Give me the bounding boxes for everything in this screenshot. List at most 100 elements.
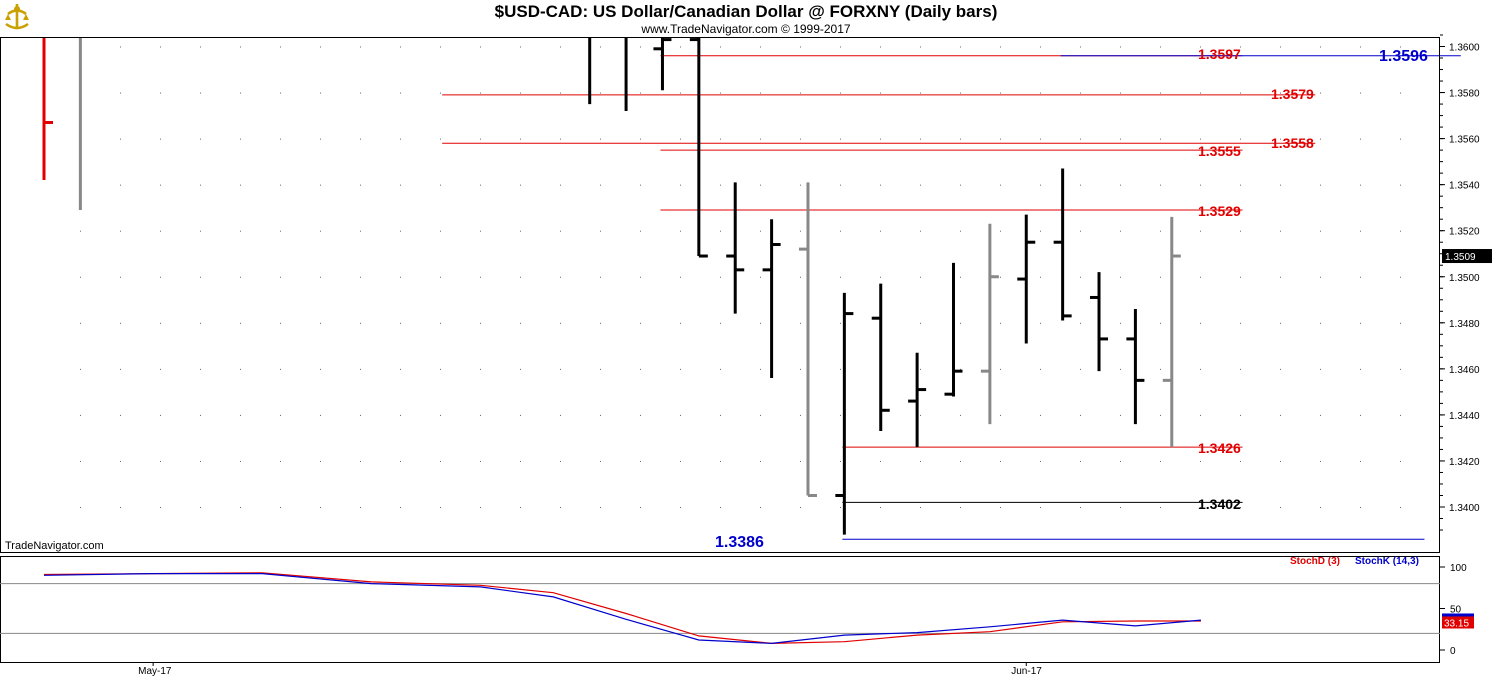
grid-dot xyxy=(160,322,161,324)
grid-dot xyxy=(280,414,281,416)
grid-dot xyxy=(560,230,561,232)
grid-dot xyxy=(800,138,801,140)
grid-dot xyxy=(1040,138,1041,140)
grid-dot xyxy=(280,276,281,278)
grid-dot xyxy=(1360,46,1361,48)
grid-dot xyxy=(1200,507,1201,508)
grid-dot xyxy=(920,92,921,94)
grid-dot xyxy=(1200,460,1201,462)
grid-dot xyxy=(960,276,961,278)
grid-dot xyxy=(520,138,521,140)
grid-dot xyxy=(120,368,121,370)
grid-dot xyxy=(160,368,161,370)
grid-dots xyxy=(80,46,1401,508)
price-tick-label: 1.3580 xyxy=(1449,89,1480,100)
grid-dot xyxy=(1400,92,1401,94)
grid-dot xyxy=(480,92,481,94)
grid-dot xyxy=(960,184,961,186)
stoch-legend-item: StochD (3) xyxy=(1290,556,1340,567)
grid-dot xyxy=(640,368,641,370)
grid-dot xyxy=(1240,322,1241,324)
grid-dot xyxy=(1320,138,1321,140)
grid-dot xyxy=(520,230,521,232)
grid-dot xyxy=(480,368,481,370)
grid-dot xyxy=(1120,414,1121,416)
grid-dot xyxy=(280,46,281,48)
grid-dot xyxy=(240,184,241,186)
grid-dot xyxy=(320,368,321,370)
grid-dot xyxy=(1080,230,1081,232)
grid-dot xyxy=(400,92,401,94)
grid-dot xyxy=(160,507,161,508)
grid-dot xyxy=(1000,460,1001,462)
grid-dot xyxy=(1160,276,1161,278)
level-label: 1.3555 xyxy=(1198,143,1241,159)
grid-dot xyxy=(360,184,361,186)
grid-dot xyxy=(1280,460,1281,462)
grid-dot xyxy=(880,460,881,462)
grid-dot xyxy=(1320,184,1321,186)
grid-dot xyxy=(520,414,521,416)
grid-dot xyxy=(520,322,521,324)
grid-dot xyxy=(800,46,801,48)
grid-dot xyxy=(920,507,921,508)
grid-dot xyxy=(480,507,481,508)
grid-dot xyxy=(1240,276,1241,278)
grid-dot xyxy=(1040,92,1041,94)
grid-dot xyxy=(560,138,561,140)
grid-dot xyxy=(760,184,761,186)
stoch-last-value-label: 33.15 xyxy=(1444,618,1469,629)
grid-dot xyxy=(1400,368,1401,370)
grid-dot xyxy=(1240,368,1241,370)
grid-dot xyxy=(320,276,321,278)
grid-dot xyxy=(1280,507,1281,508)
grid-dot xyxy=(80,507,81,508)
price-bars xyxy=(42,37,1181,535)
grid-dot xyxy=(240,138,241,140)
grid-dot xyxy=(1120,92,1121,94)
grid-dot xyxy=(320,414,321,416)
grid-dot xyxy=(1400,414,1401,416)
price-tick-label: 1.3460 xyxy=(1449,365,1480,376)
grid-dot xyxy=(1360,322,1361,324)
grid-dot xyxy=(1280,46,1281,48)
grid-dot xyxy=(480,322,481,324)
grid-dot xyxy=(440,460,441,462)
grid-dot xyxy=(1400,46,1401,48)
grid-dot xyxy=(320,322,321,324)
grid-dot xyxy=(640,460,641,462)
grid-dot xyxy=(680,414,681,416)
grid-dot xyxy=(400,507,401,508)
grid-dot xyxy=(1040,507,1041,508)
grid-dot xyxy=(640,322,641,324)
grid-dot xyxy=(840,230,841,232)
grid-dot xyxy=(520,46,521,48)
grid-dot xyxy=(1000,507,1001,508)
grid-dot xyxy=(720,92,721,94)
grid-dot xyxy=(400,184,401,186)
grid-dot xyxy=(360,276,361,278)
grid-dot xyxy=(720,46,721,48)
grid-dot xyxy=(280,184,281,186)
grid-dot xyxy=(1080,92,1081,94)
grid-dot xyxy=(640,414,641,416)
grid-dot xyxy=(1200,368,1201,370)
grid-dot xyxy=(760,368,761,370)
grid-dot xyxy=(720,276,721,278)
grid-dot xyxy=(1240,184,1241,186)
grid-dot xyxy=(200,414,201,416)
grid-dot xyxy=(360,230,361,232)
grid-dot xyxy=(280,230,281,232)
grid-dot xyxy=(1160,460,1161,462)
price-panel-frame xyxy=(0,37,1440,553)
grid-dot xyxy=(360,507,361,508)
grid-dot xyxy=(560,507,561,508)
grid-dot xyxy=(920,46,921,48)
grid-dot xyxy=(1320,460,1321,462)
grid-dot xyxy=(1400,276,1401,278)
grid-dot xyxy=(320,460,321,462)
grid-dot xyxy=(200,276,201,278)
grid-dot xyxy=(720,507,721,508)
grid-dot xyxy=(1080,46,1081,48)
grid-dot xyxy=(1240,92,1241,94)
